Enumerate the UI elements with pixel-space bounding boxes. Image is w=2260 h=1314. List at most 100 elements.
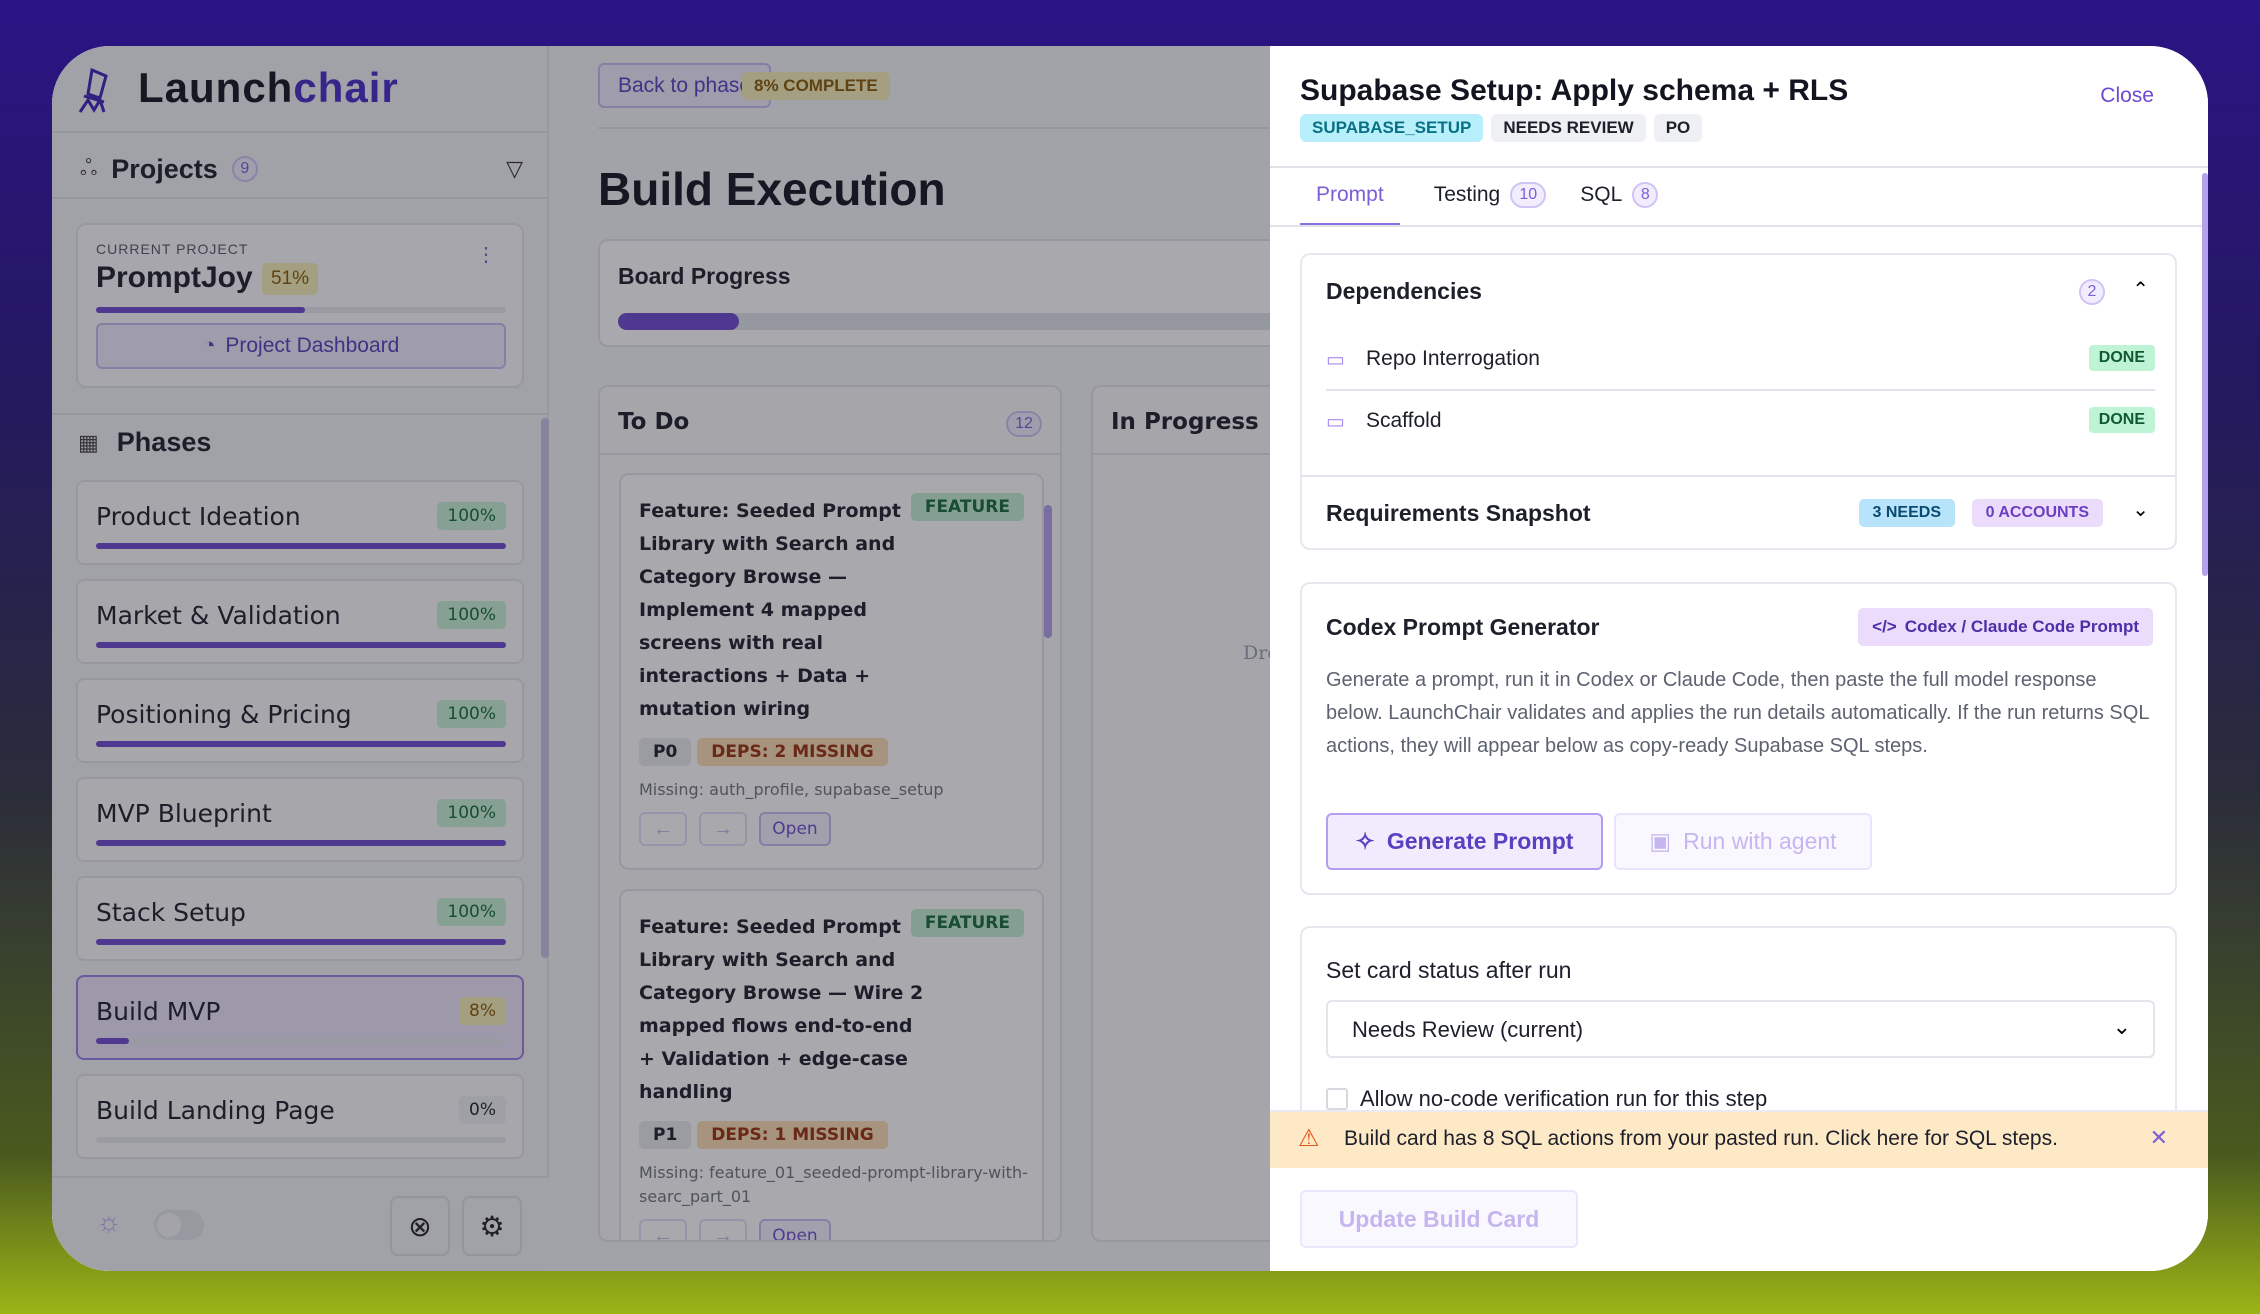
modal-backdrop[interactable] xyxy=(52,46,1270,1271)
codex-description: Generate a prompt, run it in Codex or Cl… xyxy=(1326,669,2149,757)
close-button[interactable]: Close xyxy=(2100,84,2154,107)
tab-testing[interactable]: Testing 10 xyxy=(1434,182,1547,208)
project-dashboard-label: Project Dashboard xyxy=(225,334,400,357)
no-code-checkbox-label: Allow no-code verification run for this … xyxy=(1360,1086,1768,1111)
dependency-row: ▭ Scaffold DONE xyxy=(1326,401,2155,445)
phase-percent: 100% xyxy=(437,502,506,530)
chevron-up-icon[interactable]: ⌃ xyxy=(2132,279,2149,301)
card-type-badge: FEATURE xyxy=(910,493,1024,521)
projects-toggle[interactable]: ஃ Projects 9 ▽ xyxy=(52,142,549,196)
phase-item[interactable]: Product Ideation 100% xyxy=(76,480,524,565)
back-to-phase-button[interactable]: Back to phase xyxy=(598,63,772,108)
project-progress-bar xyxy=(96,307,506,313)
phase-item[interactable]: Build Landing Page 0% xyxy=(76,1074,524,1159)
dependencies-title[interactable]: Dependencies xyxy=(1326,278,1482,304)
column-scrollbar[interactable] xyxy=(1044,505,1052,638)
grid-icon: ▦ xyxy=(78,429,99,455)
dependencies-card: Dependencies 2 ⌃ ▭ Repo Interrogation DO… xyxy=(1300,253,2177,550)
deps-badge: DEPS: 1 MISSING xyxy=(697,1121,888,1149)
board-progress-label: Board Progress xyxy=(618,263,791,289)
warning-icon: ⚠ xyxy=(1298,1125,1320,1152)
status-selected-value: Needs Review (current) xyxy=(1352,1017,1584,1042)
phase-percent: 8% xyxy=(459,997,506,1025)
theme-toggle[interactable] xyxy=(154,1210,204,1240)
status-tag: NEEDS REVIEW xyxy=(1491,114,1646,142)
phase-item[interactable]: MVP Blueprint 100% xyxy=(76,777,524,862)
prompt-mode-button[interactable]: </> Codex / Claude Code Prompt xyxy=(1858,608,2153,646)
phase-progress-bar xyxy=(96,1038,506,1044)
complete-badge: 8% COMPLETE xyxy=(742,72,890,100)
accounts-badge: 0 ACCOUNTS xyxy=(1971,499,2103,527)
phase-item[interactable]: Market & Validation 100% xyxy=(76,579,524,664)
help-lifebuoy-icon[interactable]: ⊗ xyxy=(390,1196,450,1256)
move-right-button[interactable]: → xyxy=(699,1219,747,1240)
requirements-title: Requirements Snapshot xyxy=(1326,500,1591,526)
phase-name: Product Ideation xyxy=(96,502,301,531)
phase-percent: 0% xyxy=(459,1096,506,1124)
card-title: Feature: Seeded Prompt Library with Sear… xyxy=(639,916,924,1103)
jar-icon: ▭ xyxy=(1326,411,1345,433)
column-title: To Do xyxy=(618,409,690,435)
tab-prompt[interactable]: Prompt xyxy=(1300,183,1400,227)
requirements-toggle[interactable]: Requirements Snapshot 3 NEEDS 0 ACCOUNTS… xyxy=(1302,477,2175,550)
current-project-card: CURRENT PROJECT PromptJoy 51% ⋮ ◔ Project… xyxy=(76,223,524,388)
card-detail-panel: Supabase Setup: Apply schema + RLS Close… xyxy=(1270,46,2208,1271)
phase-item[interactable]: Stack Setup 100% xyxy=(76,876,524,961)
category-tag: SUPABASE_SETUP xyxy=(1300,114,1484,142)
tab-bar: Prompt Testing 10 SQL 8 xyxy=(1300,182,1659,227)
phase-progress-bar xyxy=(96,543,506,549)
phase-percent: 100% xyxy=(437,799,506,827)
kanban-card[interactable]: Feature: Seeded Prompt Library with Sear… xyxy=(619,889,1044,1240)
phase-progress-bar xyxy=(96,741,506,747)
sidebar-scrollbar[interactable] xyxy=(541,418,549,958)
project-percent-badge: 51% xyxy=(262,263,319,295)
status-select[interactable]: Needs Review (current) ⌄ xyxy=(1326,1000,2155,1058)
dismiss-banner-icon[interactable]: ✕ xyxy=(2149,1125,2168,1150)
codex-title: Codex Prompt Generator xyxy=(1326,614,1600,640)
panel-scrollbar[interactable] xyxy=(2202,173,2208,576)
phase-progress-bar xyxy=(96,939,506,945)
open-card-button[interactable]: Open xyxy=(759,812,831,846)
sun-icon: ☼ xyxy=(96,1206,122,1237)
missing-deps-text: Missing: feature_01_seeded-prompt-librar… xyxy=(639,1163,1028,1206)
prompt-mode-label: Codex / Claude Code Prompt xyxy=(1904,617,2139,636)
sql-actions-banner[interactable]: ⚠ Build card has 8 SQL actions from your… xyxy=(1270,1110,2208,1168)
generate-prompt-label: Generate Prompt xyxy=(1386,828,1574,854)
projects-count: 9 xyxy=(231,156,258,182)
phase-item[interactable]: Positioning & Pricing 100% xyxy=(76,678,524,763)
chevron-down-icon: ⌄ xyxy=(2112,1014,2131,1039)
panel-title: Supabase Setup: Apply schema + RLS xyxy=(1300,74,1849,107)
missing-deps-text: Missing: auth_profile, supabase_setup xyxy=(639,780,944,799)
tab-sql[interactable]: SQL 8 xyxy=(1580,182,1659,208)
needs-badge: 3 NEEDS xyxy=(1858,499,1955,527)
no-code-checkbox[interactable] xyxy=(1326,1088,1348,1110)
update-build-card-button[interactable]: Update Build Card xyxy=(1300,1190,1578,1248)
kanban-card[interactable]: Feature: Seeded Prompt Library with Sear… xyxy=(619,473,1044,870)
run-with-agent-button[interactable]: ▣ Run with agent xyxy=(1614,813,1872,870)
settings-gear-icon[interactable]: ⚙ xyxy=(462,1196,522,1256)
phase-item[interactable]: Build MVP 8% xyxy=(76,975,524,1060)
project-name: PromptJoy xyxy=(96,261,253,294)
dependency-row: ▭ Repo Interrogation DONE xyxy=(1326,339,2155,383)
move-right-button[interactable]: → xyxy=(699,812,747,846)
chevron-down-icon: ▽ xyxy=(506,156,523,181)
dependencies-count: 2 xyxy=(2079,279,2105,305)
sparkle-icon: ✧ xyxy=(1355,828,1375,854)
column-todo: To Do 12 Feature: Seeded Prompt Library … xyxy=(598,385,1062,1242)
generate-prompt-button[interactable]: ✧ Generate Prompt xyxy=(1326,813,1603,870)
brand-name: Launchchair xyxy=(138,64,399,111)
chevron-down-icon: ⌄ xyxy=(2132,499,2149,521)
phases-label: Phases xyxy=(116,427,212,457)
app-window: Launchchair ஃ Projects 9 ▽ CURRENT PROJE… xyxy=(52,46,2208,1271)
page-title: Build Execution xyxy=(598,163,946,215)
priority-badge: P0 xyxy=(639,738,692,766)
card-title: Feature: Seeded Prompt Library with Sear… xyxy=(639,500,901,720)
phase-name: Positioning & Pricing xyxy=(96,700,352,729)
project-dashboard-button[interactable]: ◔ Project Dashboard xyxy=(96,323,506,369)
dependency-name: Repo Interrogation xyxy=(1366,347,1540,370)
move-left-button[interactable]: ← xyxy=(639,812,687,846)
move-left-button[interactable]: ← xyxy=(639,1219,687,1240)
priority-tag: PO xyxy=(1653,114,1703,142)
phase-percent: 100% xyxy=(437,898,506,926)
open-card-button[interactable]: Open xyxy=(759,1219,831,1240)
